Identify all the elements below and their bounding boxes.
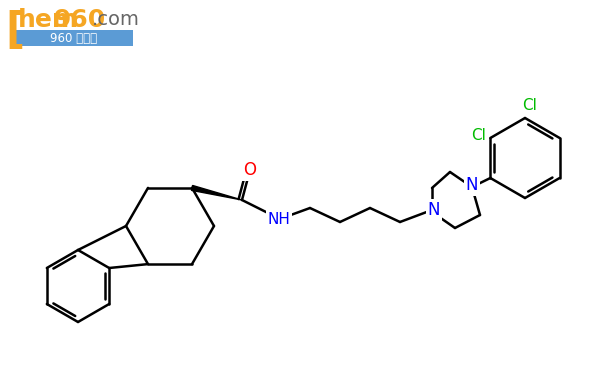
Text: .com: .com <box>92 10 140 29</box>
Text: hem: hem <box>18 8 79 32</box>
Text: NH: NH <box>267 211 290 226</box>
Text: N: N <box>466 176 478 194</box>
Text: N: N <box>428 201 440 219</box>
Text: 960 化工网: 960 化工网 <box>50 32 97 45</box>
Text: 960: 960 <box>54 8 106 32</box>
Bar <box>15 30 133 46</box>
Text: Cl: Cl <box>471 129 486 144</box>
Text: [: [ <box>5 10 24 52</box>
Text: Cl: Cl <box>523 99 537 114</box>
Polygon shape <box>191 186 242 200</box>
Text: O: O <box>243 161 257 179</box>
